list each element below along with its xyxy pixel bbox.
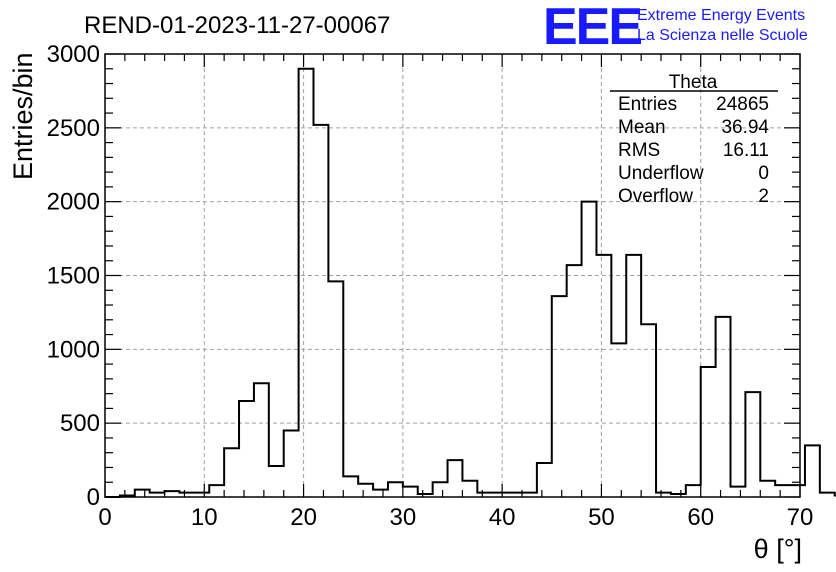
- y-tick-label: 1000: [47, 336, 100, 363]
- histogram-bin: [209, 485, 224, 497]
- histogram-bin: [552, 296, 567, 497]
- histogram-outline: [105, 67, 836, 498]
- x-tick-label: 40: [489, 504, 516, 531]
- x-tick-label: 0: [98, 504, 111, 531]
- histogram-bin: [462, 481, 477, 497]
- axis-ticks: [104, 53, 801, 498]
- histogram-bin: [314, 125, 329, 497]
- logo-line-2: La Scienza nelle Scuole: [637, 27, 808, 44]
- histogram-bin: [596, 255, 611, 497]
- histogram-bin: [433, 482, 448, 497]
- histogram-bin: [373, 490, 388, 497]
- histogram-bin: [388, 482, 403, 497]
- x-tick-label: 50: [588, 504, 615, 531]
- histogram-bin: [403, 487, 418, 497]
- x-tick-label: 10: [191, 504, 218, 531]
- stats-rms-label: RMS: [618, 140, 660, 161]
- histogram-bin: [284, 431, 299, 497]
- histogram-bin: [760, 481, 775, 497]
- histogram-bin: [790, 485, 805, 497]
- x-tick-label: 30: [390, 504, 417, 531]
- histogram-bin: [701, 367, 716, 497]
- histogram-bin: [626, 255, 641, 497]
- y-tick-label: 1500: [47, 263, 100, 290]
- histogram-bin: [358, 484, 373, 497]
- histogram-bin: [165, 491, 180, 497]
- x-tick-label: 60: [687, 504, 714, 531]
- y-tick-label: 2500: [47, 115, 100, 142]
- histogram-bin: [582, 202, 597, 497]
- histogram-bin: [805, 445, 820, 497]
- stats-overflow-value: 2: [758, 186, 769, 207]
- histogram-bin: [775, 485, 790, 497]
- y-tick-label: 0: [87, 484, 100, 511]
- x-tick-label: 20: [290, 504, 317, 531]
- logo-mark: EEE: [543, 0, 641, 56]
- histogram-bin: [567, 265, 582, 497]
- histogram-bin: [135, 490, 150, 497]
- stats-underflow-label: Underflow: [618, 163, 704, 184]
- x-axis-label: θ [°]: [754, 534, 802, 564]
- histogram-bin: [448, 460, 463, 497]
- eee-logo: EEE Extreme Energy Events La Scienza nel…: [543, 0, 808, 56]
- histogram-bin: [716, 317, 731, 497]
- grid: [105, 53, 800, 497]
- histogram-bin: [328, 281, 343, 497]
- chart-title: REND-01-2023-11-27-00067: [84, 12, 390, 39]
- logo-line-1: Extreme Energy Events: [637, 7, 805, 24]
- stats-rms-value: 16.11: [723, 140, 769, 161]
- x-tick-label: 70: [787, 504, 814, 531]
- y-axis-label: Entries/bin: [8, 52, 38, 180]
- stats-underflow-value: 0: [758, 163, 769, 184]
- histogram-bin: [343, 476, 358, 497]
- stats-box: Theta Entries 24865 Mean 36.94 RMS 16.11…: [610, 72, 778, 207]
- histogram-bin: [611, 343, 626, 497]
- histogram-bin: [686, 485, 701, 497]
- histogram-bin: [239, 401, 254, 497]
- stats-overflow-label: Overflow: [618, 186, 693, 207]
- stats-entries-value: 24865: [716, 94, 769, 115]
- histogram-bin: [537, 463, 552, 497]
- stats-title: Theta: [669, 72, 718, 93]
- y-tick-label: 500: [60, 410, 100, 437]
- y-tick-label: 3000: [47, 41, 100, 68]
- stats-entries-label: Entries: [618, 94, 677, 115]
- histogram-bin: [269, 466, 284, 497]
- y-tick-label: 2000: [47, 189, 100, 216]
- histogram-bin: [820, 493, 835, 497]
- histogram-bin: [731, 487, 746, 497]
- stats-mean-label: Mean: [618, 117, 666, 138]
- histogram-bin: [299, 69, 314, 497]
- stats-mean-value: 36.94: [721, 117, 769, 138]
- histogram-bin: [254, 383, 269, 497]
- histogram-bin: [745, 392, 760, 497]
- histogram-bin: [224, 448, 239, 497]
- histogram-bin: [641, 324, 656, 497]
